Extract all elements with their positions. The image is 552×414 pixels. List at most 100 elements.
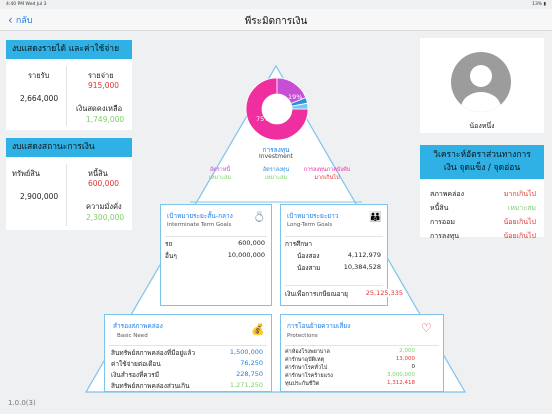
analysis-row-status: เหมาะสม bbox=[507, 204, 536, 212]
basic-row-label: สินทรัพย์สภาพคล่องส่วนเกิน bbox=[111, 382, 190, 390]
basic-row-value: 76,250 bbox=[240, 359, 263, 367]
protections-pane[interactable]: การโอนย้ายความเสี่ยง Protections ♡ ค่าห้… bbox=[280, 314, 444, 392]
basic-subtitle: Basic Need bbox=[117, 333, 148, 339]
ratio-invest-label: อัตราลงทุน bbox=[262, 167, 290, 173]
profile-name: น้องหนึ่ง bbox=[469, 122, 495, 130]
protect-row-value: 13,000 bbox=[395, 356, 415, 362]
money-bag-icon: 💰 bbox=[251, 323, 265, 336]
ratio-mandatory: การลงทุนภาคบังคับ มากเกินไป bbox=[294, 166, 360, 182]
basic-row-label: สินทรัพย์สภาพคล่องที่มีอยู่แล้ว bbox=[111, 349, 195, 357]
income-label: รายรับ bbox=[28, 71, 50, 80]
debt-value: 600,000 bbox=[88, 179, 120, 188]
protect-row-value: 3,000,000 bbox=[387, 372, 415, 378]
analysis-row-label: หนี้สิน bbox=[430, 204, 449, 212]
edu-row-label: น้องสาม bbox=[297, 264, 321, 272]
long-term-goals-pane[interactable]: เป้าหมายระยะยาว Long-Term Goals 👪 การศึก… bbox=[280, 204, 403, 306]
analysis-row-label: การออม bbox=[430, 218, 455, 226]
edu-row-value: 4,112,979 bbox=[347, 251, 381, 259]
app-version: 1.0.0(3) bbox=[8, 399, 36, 407]
analysis-row-status: น้อยเกินไป bbox=[503, 232, 536, 240]
family-icon: 👪 bbox=[369, 212, 382, 223]
protect-row-value: 1,312,418 bbox=[387, 380, 415, 386]
protect-row-label: ค่ารักษาอุบัติเหตุ bbox=[285, 357, 325, 363]
analysis-row: หนี้สิน เหมาะสม bbox=[430, 203, 536, 214]
investment-donut-chart[interactable] bbox=[244, 76, 310, 142]
edu-row-label: น้องสอง bbox=[297, 252, 320, 260]
analysis-row: สภาพคล่อง มากเกินไป bbox=[430, 189, 536, 200]
analysis-row: การออม น้อยเกินไป bbox=[430, 217, 536, 228]
analysis-row-label: การลงทุน bbox=[430, 232, 460, 240]
ratio-analysis-card[interactable]: วิเคราะห์อัตราส่วนทางการเงิน จุดแข็ง / จ… bbox=[420, 145, 544, 240]
basic-title: สำรองสภาพคล่อง bbox=[113, 322, 163, 330]
protect-row-label: ทุนประกันชีวิต bbox=[285, 381, 320, 387]
balance-sheet-card[interactable]: งบแสดงสถานะการเงิน ทรัพย์สิน 2,900,000 ห… bbox=[6, 138, 132, 230]
protect-row-value: 2,000 bbox=[399, 348, 415, 354]
mid-goals-title: เป้าหมายระยะสั้น-กลาง bbox=[167, 212, 233, 220]
basic-row-value: 1,271,250 bbox=[229, 381, 263, 389]
remaining-value: 1,749,000 bbox=[86, 115, 125, 124]
investment-subtitle: Investment bbox=[259, 153, 293, 160]
basic-need-pane[interactable]: สำรองสภาพคล่อง Basic Need 💰 สินทรัพย์สภา… bbox=[104, 314, 272, 392]
protect-subtitle: Protections bbox=[287, 333, 318, 339]
page-title: พีระมิดการเงิน bbox=[244, 16, 308, 27]
ratio-debt-label: อัตราหนี้ bbox=[209, 167, 231, 173]
education-label: การศึกษา bbox=[285, 240, 313, 248]
mid-term-goals-pane[interactable]: เป้าหมายระยะสั้น-กลาง Interminate Term G… bbox=[160, 204, 272, 306]
debt-label: หนี้สิน bbox=[88, 169, 108, 178]
balance-sheet-title: งบแสดงสถานะการเงิน bbox=[6, 138, 132, 157]
long-goals-title: เป้าหมายระยะยาว bbox=[287, 212, 339, 220]
analysis-row-status: น้อยเกินไป bbox=[503, 218, 536, 226]
analysis-row: การลงทุน น้อยเกินไป bbox=[430, 231, 536, 242]
ratio-invest: อัตราลงทุน เหมาะสม bbox=[254, 166, 298, 182]
donut-pct-main: 75% bbox=[256, 115, 271, 123]
status-time: 4:40 PM Wed Jul 3 bbox=[6, 2, 47, 7]
edu-row-value: 10,384,528 bbox=[343, 263, 381, 271]
avatar[interactable] bbox=[451, 52, 511, 112]
mid-goal-row-value: 600,000 bbox=[238, 239, 265, 247]
long-goals-subtitle: Long-Term Goals bbox=[287, 222, 333, 228]
ratio-debt: อัตราหนี้ เหมาะสม bbox=[200, 166, 240, 182]
ring-icon: 💍 bbox=[253, 212, 266, 223]
donut-pct-second: 19% bbox=[288, 93, 303, 101]
ratio-debt-status: เหมาะสม bbox=[208, 175, 232, 181]
wealth-value: 2,300,000 bbox=[86, 213, 125, 222]
mid-goal-row-label: รถ bbox=[165, 240, 173, 248]
protect-row-label: ค่ารักษาโรคร้ายแรง bbox=[285, 373, 333, 379]
ratio-invest-status: เหมาะสม bbox=[264, 175, 288, 181]
heartbeat-icon: ♡ bbox=[421, 321, 432, 335]
status-bar: 4:40 PM Wed Jul 3 13% ▮ bbox=[0, 0, 552, 9]
basic-row-value: 1,500,000 bbox=[229, 348, 263, 356]
retire-value: 25,125,335 bbox=[365, 289, 403, 297]
analysis-row-status: มากเกินไป bbox=[503, 190, 536, 198]
income-statement-title: งบแสดงรายได้ และค่าใช้จ่าย bbox=[6, 40, 132, 59]
back-button[interactable]: ‹ กลับ bbox=[8, 13, 33, 27]
mid-goal-row-value: 10,000,000 bbox=[227, 251, 265, 259]
mid-goals-subtitle: Interminate Term Goals bbox=[167, 222, 232, 228]
analysis-row-label: สภาพคล่อง bbox=[430, 190, 465, 198]
basic-row-value: 228,750 bbox=[236, 370, 263, 378]
mid-goal-row-label: อื่นๆ bbox=[165, 252, 177, 260]
asset-value: 2,900,000 bbox=[20, 192, 59, 201]
back-label: กลับ bbox=[15, 16, 33, 26]
protect-row-label: ค่าห้องโรงพยาบาล bbox=[285, 349, 330, 355]
protect-row-label: ค่ารักษาโรคทั่วไป bbox=[285, 365, 328, 371]
ratio-mandatory-status: มากเกินไป bbox=[314, 175, 340, 181]
retire-label: เงินเพื่อการเกษียณอายุ bbox=[285, 290, 348, 298]
income-statement-card[interactable]: งบแสดงรายได้ และค่าใช้จ่าย รายรับ 2,664,… bbox=[6, 40, 132, 130]
expense-label: รายจ่าย bbox=[88, 71, 114, 80]
ratio-mandatory-label: การลงทุนภาคบังคับ bbox=[303, 167, 351, 173]
wealth-label: ความมั่งคั่ง bbox=[86, 202, 122, 211]
asset-label: ทรัพย์สิน bbox=[12, 169, 41, 178]
person-icon bbox=[461, 65, 501, 112]
basic-row-label: เงินสำรองที่ควรมี bbox=[111, 371, 160, 379]
analysis-title: วิเคราะห์อัตราส่วนทางการเงิน จุดแข็ง / จ… bbox=[420, 145, 544, 179]
nav-bar: ‹ กลับ พีระมิดการเงิน bbox=[0, 9, 552, 31]
donut-slice bbox=[245, 77, 309, 141]
protect-title: การโอนย้ายความเสี่ยง bbox=[287, 322, 351, 330]
donut-slice bbox=[291, 102, 309, 110]
investment-title: การลงทุน bbox=[262, 146, 290, 154]
chevron-left-icon: ‹ bbox=[8, 13, 13, 27]
remaining-label: เงินสดคงเหลือ bbox=[76, 104, 123, 113]
income-value: 2,664,000 bbox=[20, 94, 59, 103]
protect-row-value: 0 bbox=[411, 364, 416, 370]
